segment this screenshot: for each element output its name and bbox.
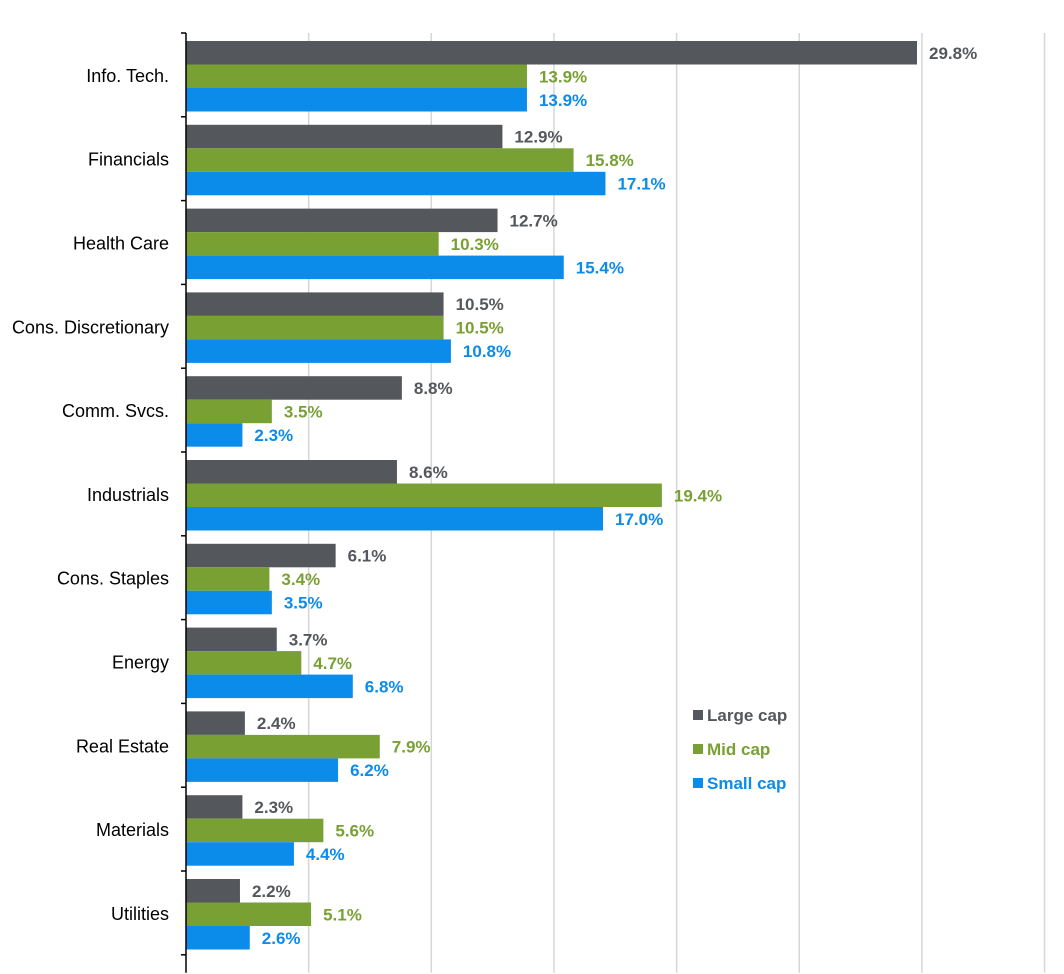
value-label-mid-cap: 3.4% [281,570,320,589]
bar-mid-cap [186,64,527,88]
category-label: Materials [96,820,169,840]
bar-mid-cap [186,148,574,172]
bar-large-cap [186,292,444,316]
bar-small-cap [186,171,606,196]
category-label: Industrials [87,485,169,505]
value-label-small-cap: 15.4% [576,258,624,277]
value-label-large-cap: 8.8% [414,379,453,398]
category-label: Info. Tech. [86,66,169,86]
value-label-small-cap: 3.5% [284,594,323,613]
value-label-large-cap: 29.8% [929,44,977,63]
category-label: Cons. Staples [57,569,169,589]
bar-mid-cap [186,567,270,591]
value-label-small-cap: 17.1% [617,175,665,194]
value-labels: 29.8% 13.9% 13.9% 12.9% 15.8% 17.1% 12.7% 10.3%… [252,44,977,948]
value-label-large-cap: 3.7% [289,630,328,649]
bar-small-cap [186,590,272,615]
bar-small-cap [186,674,353,699]
legend-label-small-cap: Small cap [707,774,786,793]
value-label-large-cap: 12.7% [510,211,558,230]
value-label-mid-cap: 15.8% [586,151,634,170]
value-label-small-cap: 2.3% [254,426,293,445]
bar-large-cap [186,879,240,903]
value-label-large-cap: 6.1% [348,547,387,566]
value-label-large-cap: 2.2% [252,882,291,901]
bar-large-cap [186,41,917,65]
legend-swatch-small-cap [693,778,703,788]
bar-mid-cap [186,734,380,759]
value-label-small-cap: 6.8% [365,677,404,696]
category-axis [181,32,187,973]
value-label-large-cap: 12.9% [514,128,562,147]
value-label-small-cap: 2.6% [262,929,301,948]
value-label-mid-cap: 7.9% [392,738,431,757]
category-label: Energy [112,653,169,673]
bar-large-cap [186,627,277,652]
bar-mid-cap [186,818,324,843]
value-label-mid-cap: 13.9% [539,67,587,86]
bar-mid-cap [186,902,312,926]
bars [186,41,917,950]
value-label-large-cap: 8.6% [409,463,448,482]
category-label: Comm. Svcs. [62,401,169,421]
legend-swatch-large-cap [693,710,703,720]
bar-mid-cap [186,232,439,256]
value-label-mid-cap: 5.6% [335,821,374,840]
bar-small-cap [186,423,243,447]
bar-large-cap [186,124,503,149]
value-label-small-cap: 6.2% [350,761,389,780]
bar-small-cap [186,255,564,280]
bar-small-cap [186,842,294,866]
bar-large-cap [186,711,245,735]
category-label: Utilities [111,904,169,924]
bar-small-cap [186,88,527,112]
bar-small-cap [186,507,604,531]
value-label-mid-cap: 10.5% [456,319,504,338]
bar-large-cap [186,208,498,233]
category-label: Cons. Discretionary [12,317,169,337]
value-label-small-cap: 17.0% [615,510,663,529]
bar-small-cap [186,926,250,950]
category-label: Health Care [73,234,169,254]
value-label-mid-cap: 5.1% [323,905,362,924]
bar-small-cap [186,339,451,363]
category-label: Real Estate [76,736,169,756]
value-label-mid-cap: 19.4% [674,486,722,505]
category-label: Financials [88,150,169,170]
bar-large-cap [186,460,397,484]
value-label-small-cap: 13.9% [539,91,587,110]
bar-mid-cap [186,651,302,675]
value-label-small-cap: 4.4% [306,845,345,864]
bar-mid-cap [186,483,662,507]
legend: Large cap Mid cap Small cap [693,706,787,793]
value-label-small-cap: 10.8% [463,342,511,361]
value-label-mid-cap: 10.3% [451,235,499,254]
value-label-large-cap: 2.4% [257,714,296,733]
legend-label-mid-cap: Mid cap [707,740,770,759]
bar-mid-cap [186,399,272,424]
value-label-large-cap: 2.3% [254,798,293,817]
bar-large-cap [186,376,402,400]
category-labels: Info. Tech. Financials Health Care Cons. Di… [12,66,169,924]
value-label-large-cap: 10.5% [456,295,504,314]
bar-small-cap [186,758,339,782]
bar-mid-cap [186,315,444,340]
value-label-mid-cap: 3.5% [284,402,323,421]
legend-swatch-mid-cap [693,744,703,754]
legend-label-large-cap: Large cap [707,706,787,725]
bar-large-cap [186,543,336,568]
bar-large-cap [186,795,243,819]
value-label-mid-cap: 4.7% [313,654,352,673]
